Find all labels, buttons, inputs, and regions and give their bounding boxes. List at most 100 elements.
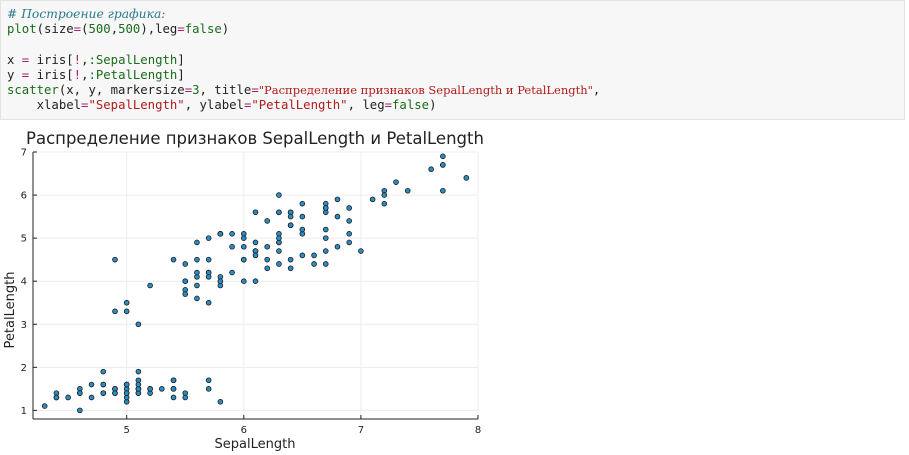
data-point [346, 239, 352, 246]
data-point [287, 256, 294, 263]
data-point [287, 213, 294, 220]
code-text: (size [36, 22, 74, 37]
data-point [404, 187, 411, 194]
data-point [311, 252, 317, 259]
tick-labels: 5 6 7 8 1 2 3 4 5 6 7 [21, 148, 482, 437]
data-point [170, 386, 177, 392]
data-point [88, 381, 95, 388]
data-point [252, 252, 259, 259]
code-op: = [384, 98, 393, 113]
data-point [264, 218, 271, 224]
code-keyword: false [392, 98, 430, 113]
data-point [41, 403, 48, 409]
code-symbol: :PetalLength [88, 67, 178, 82]
data-point [276, 248, 282, 254]
data-point [217, 278, 224, 284]
code-text: ) [429, 98, 437, 113]
data-point [440, 162, 446, 168]
data-point [428, 166, 434, 173]
code-op: = [81, 98, 89, 113]
y-tick-label: 7 [21, 148, 27, 159]
data-point [252, 209, 259, 216]
data-point [229, 269, 235, 276]
data-point [240, 243, 247, 250]
code-text: iris[ [36, 52, 74, 67]
data-point [346, 205, 352, 211]
data-point [194, 295, 200, 302]
data-point [322, 248, 329, 254]
code-text: , [110, 22, 119, 37]
data-point [334, 213, 341, 220]
data-point [264, 265, 271, 272]
data-point [276, 209, 282, 216]
data-point [194, 269, 200, 276]
data-point [123, 299, 130, 306]
code-indent [7, 98, 37, 112]
data-point [393, 179, 399, 185]
data-point [205, 274, 212, 280]
data-point [100, 390, 107, 396]
data-point [205, 256, 212, 263]
code-text: ] [177, 67, 185, 82]
data-point [147, 386, 153, 392]
data-point [334, 243, 341, 250]
code-string: "PetalLength" [251, 98, 348, 113]
code-number: 500 [118, 22, 141, 37]
code-editor[interactable]: # Построение графика: plot(size=(500,500… [7, 7, 600, 113]
data-point [217, 398, 224, 405]
data-point [322, 261, 329, 267]
code-line-scatter: scatter(x, y, markersize=3, title="Распр… [7, 83, 600, 97]
data-point [182, 278, 189, 284]
data-point [217, 231, 224, 237]
code-text: , [81, 67, 89, 82]
data-point [311, 261, 317, 267]
data-point [440, 187, 446, 194]
y-tick-label: 3 [21, 320, 27, 331]
data-point [77, 390, 83, 396]
data-point [381, 192, 388, 198]
data-point [182, 394, 189, 401]
data-point [276, 261, 282, 267]
data-point [229, 231, 235, 237]
y-tick-label: 6 [21, 191, 27, 202]
code-op: = [177, 22, 185, 37]
code-line-x: x = iris[!,:SepalLength] [7, 53, 185, 67]
data-point [147, 282, 153, 289]
code-op: = [73, 22, 82, 37]
data-point [53, 394, 60, 401]
axes [32, 151, 479, 420]
code-text: ] [177, 52, 185, 67]
x-axis-label: SepalLength [215, 437, 296, 452]
code-op: = [184, 83, 193, 98]
x-tick-label: 5 [123, 425, 129, 436]
code-cell[interactable]: # Построение графика: plot(size=(500,500… [0, 0, 905, 120]
data-point [381, 200, 388, 207]
y-tick-label: 4 [21, 277, 27, 288]
data-point [123, 308, 130, 315]
data-point [276, 235, 282, 241]
y-axis-label: PetalLength [3, 272, 18, 349]
data-point [100, 381, 107, 388]
data-point [240, 235, 247, 241]
data-point [205, 299, 212, 306]
data-point [170, 377, 177, 384]
data-point [170, 394, 177, 401]
data-point [135, 381, 142, 388]
data-point [299, 252, 306, 259]
data-point [369, 196, 376, 203]
code-op: = [14, 67, 37, 82]
data-point [264, 256, 271, 263]
data-point [252, 239, 259, 246]
data-point [299, 200, 306, 207]
y-tick-label: 1 [21, 406, 27, 417]
code-text: , ylabel [184, 98, 244, 113]
data-point [287, 222, 294, 229]
y-tick-label: 5 [21, 234, 27, 245]
data-point [346, 218, 352, 224]
code-op: = [251, 83, 259, 98]
data-point [358, 248, 364, 254]
data-point [440, 153, 446, 160]
code-text: y [7, 67, 15, 82]
code-fn: scatter [7, 83, 59, 98]
data-point [77, 407, 83, 414]
